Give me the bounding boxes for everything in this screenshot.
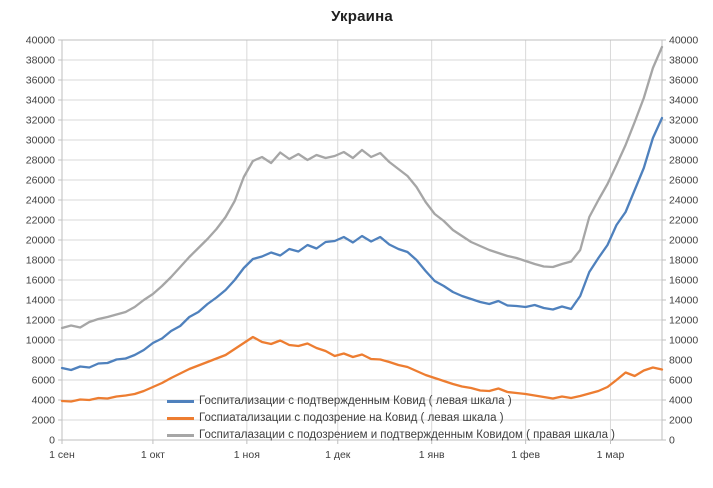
y-axis-labels: 0 0 2000 2000 4000 4000 6000 6000 8000 8000 10000 1…: [26, 35, 699, 447]
x-axis-label: 1 ноя: [234, 449, 260, 461]
gridlines: [58, 39, 666, 444]
y-axis-label-right: 4000: [669, 395, 693, 407]
y-axis-label-left: 10000: [26, 335, 55, 347]
chart-title: Украина: [331, 8, 393, 25]
series-line-2: [60, 45, 664, 330]
plot-border: [61, 39, 663, 441]
y-axis-label-right: 40000: [669, 35, 698, 47]
y-axis-label-left: 14000: [26, 295, 55, 307]
legend: Госпитализации с подтвержденным Ковид ( …: [167, 394, 615, 442]
y-axis-label-right: 12000: [669, 315, 698, 327]
y-axis-label-right: 26000: [669, 175, 698, 187]
y-axis-label-left: 32000: [26, 115, 55, 127]
x-axis-label: 1 мар: [597, 449, 625, 461]
y-axis-label-right: 36000: [669, 75, 698, 87]
y-axis-label-left: 24000: [26, 195, 55, 207]
y-axis-label-left: 36000: [26, 75, 55, 87]
y-axis-label-left: 18000: [26, 255, 55, 267]
y-axis-label-right: 32000: [669, 115, 698, 127]
y-axis-label-left: 20000: [26, 235, 55, 247]
y-axis-label-left: 4000: [32, 395, 56, 407]
x-axis-label: 1 дек: [325, 449, 351, 461]
legend-line-swatch-confirmed: [167, 399, 194, 403]
y-axis-label-left: 40000: [26, 35, 55, 47]
y-axis-label-left: 8000: [32, 355, 56, 367]
y-axis-label-right: 8000: [669, 355, 693, 367]
x-axis-label: 1 янв: [419, 449, 445, 461]
y-axis-label-left: 30000: [26, 135, 55, 147]
y-axis-label-left: 22000: [26, 215, 55, 227]
y-axis-label-left: 0: [49, 435, 55, 447]
y-axis-label-right: 34000: [669, 95, 698, 107]
y-axis-label-right: 30000: [669, 135, 698, 147]
y-axis-label-right: 10000: [669, 335, 698, 347]
y-axis-label-left: 28000: [26, 155, 55, 167]
y-axis-label-left: 38000: [26, 55, 55, 67]
x-axis-label: 1 окт: [141, 449, 165, 461]
y-axis-label-left: 26000: [26, 175, 55, 187]
y-axis-label-right: 14000: [669, 295, 698, 307]
series-line-0: [60, 116, 664, 372]
y-axis-label-right: 24000: [669, 195, 698, 207]
legend-item: Госпиатализации с подозрение на Ковид ( …: [167, 411, 615, 425]
legend-label-suspected: Госпиатализации с подозрение на Ковид ( …: [199, 412, 504, 424]
legend-item: Госпиталазации с подозрением и подтвержд…: [167, 428, 615, 442]
y-axis-label-right: 2000: [669, 415, 693, 427]
y-axis-label-right: 18000: [669, 255, 698, 267]
y-axis-label-right: 0: [669, 435, 675, 447]
y-axis-label-left: 12000: [26, 315, 55, 327]
y-axis-label-left: 16000: [26, 275, 55, 287]
legend-item: Госпитализации с подтвержденным Ковид ( …: [167, 394, 615, 408]
x-axis-labels: 1 сен 1 окт 1 ноя 1 дек 1 янв 1 фев 1 мар: [49, 449, 624, 461]
legend-label-total: Госпиталазации с подозрением и подтвержд…: [199, 429, 616, 441]
y-axis-label-right: 22000: [669, 215, 698, 227]
y-axis-label-right: 38000: [669, 55, 698, 67]
y-axis-label-left: 34000: [26, 95, 55, 107]
y-axis-label-right: 16000: [669, 275, 698, 287]
y-axis-label-right: 20000: [669, 235, 698, 247]
y-axis-label-left: 6000: [32, 375, 56, 387]
legend-label-confirmed: Госпитализации с подтвержденным Ковид ( …: [199, 395, 512, 407]
y-axis-label-right: 28000: [669, 155, 698, 167]
x-axis-label: 1 фев: [511, 449, 540, 461]
series-line-1: [60, 335, 664, 403]
legend-line-swatch-suspected: [167, 416, 194, 420]
legend-line-swatch-total: [167, 433, 194, 437]
y-axis-label-left: 2000: [32, 415, 56, 427]
y-axis-label-right: 6000: [669, 375, 693, 387]
x-axis-label: 1 сен: [49, 449, 75, 461]
